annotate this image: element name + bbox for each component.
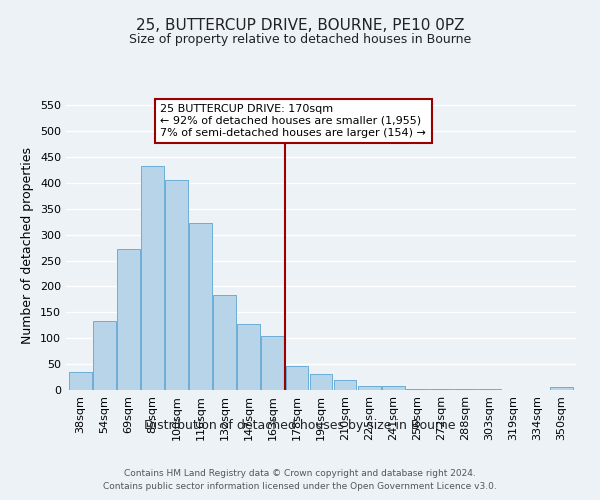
Text: 25, BUTTERCUP DRIVE, BOURNE, PE10 0PZ: 25, BUTTERCUP DRIVE, BOURNE, PE10 0PZ bbox=[136, 18, 464, 32]
Text: Size of property relative to detached houses in Bourne: Size of property relative to detached ho… bbox=[129, 32, 471, 46]
Bar bbox=[406, 389, 428, 390]
Y-axis label: Number of detached properties: Number of detached properties bbox=[22, 146, 34, 344]
Bar bbox=[310, 374, 332, 390]
Bar bbox=[117, 249, 140, 390]
Bar bbox=[550, 388, 573, 390]
Bar bbox=[93, 321, 116, 390]
Text: 25 BUTTERCUP DRIVE: 170sqm
← 92% of detached houses are smaller (1,955)
7% of se: 25 BUTTERCUP DRIVE: 170sqm ← 92% of deta… bbox=[160, 104, 426, 138]
Bar bbox=[141, 166, 164, 390]
Bar bbox=[238, 324, 260, 390]
Bar bbox=[382, 386, 404, 390]
Bar bbox=[430, 389, 453, 390]
Bar bbox=[165, 180, 188, 390]
Text: Contains public sector information licensed under the Open Government Licence v3: Contains public sector information licen… bbox=[103, 482, 497, 491]
Bar bbox=[358, 386, 380, 390]
Bar bbox=[69, 372, 92, 390]
Bar bbox=[262, 336, 284, 390]
Text: Contains HM Land Registry data © Crown copyright and database right 2024.: Contains HM Land Registry data © Crown c… bbox=[124, 468, 476, 477]
Bar bbox=[334, 380, 356, 390]
Bar bbox=[189, 223, 212, 390]
Bar bbox=[214, 294, 236, 390]
Text: Distribution of detached houses by size in Bourne: Distribution of detached houses by size … bbox=[144, 420, 456, 432]
Bar bbox=[286, 366, 308, 390]
